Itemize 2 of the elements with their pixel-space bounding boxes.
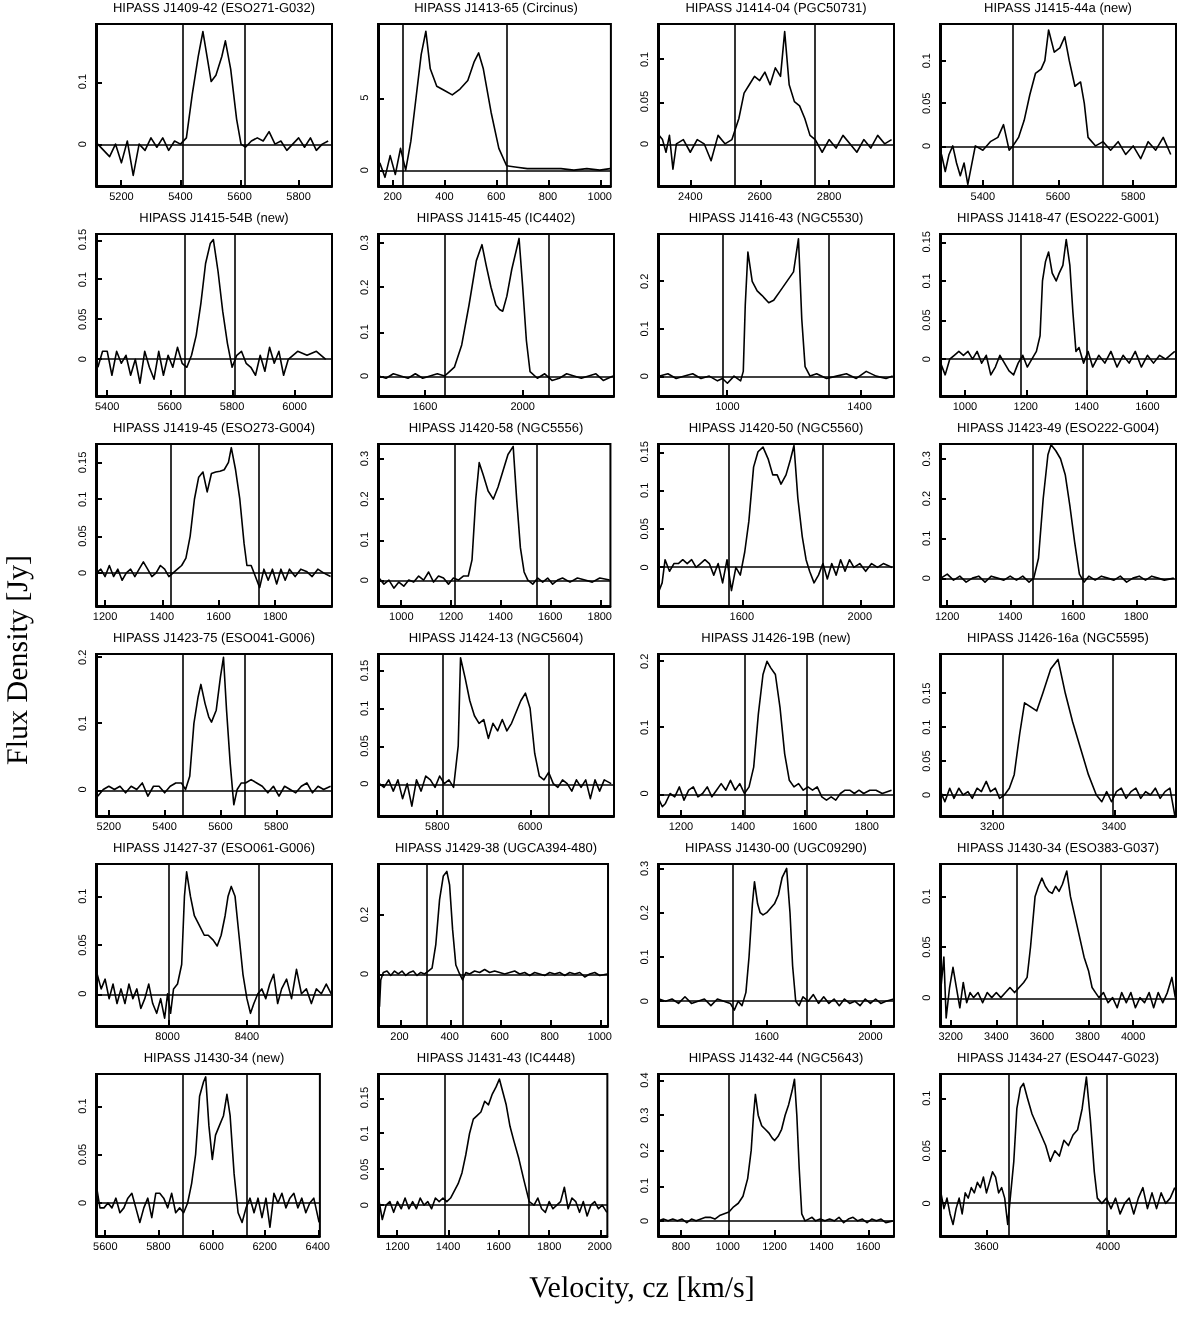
y-axis-title: Flux Density [Jy]: [3, 555, 37, 765]
x-axis-title: Velocity, cz [km/s]: [529, 1273, 755, 1307]
